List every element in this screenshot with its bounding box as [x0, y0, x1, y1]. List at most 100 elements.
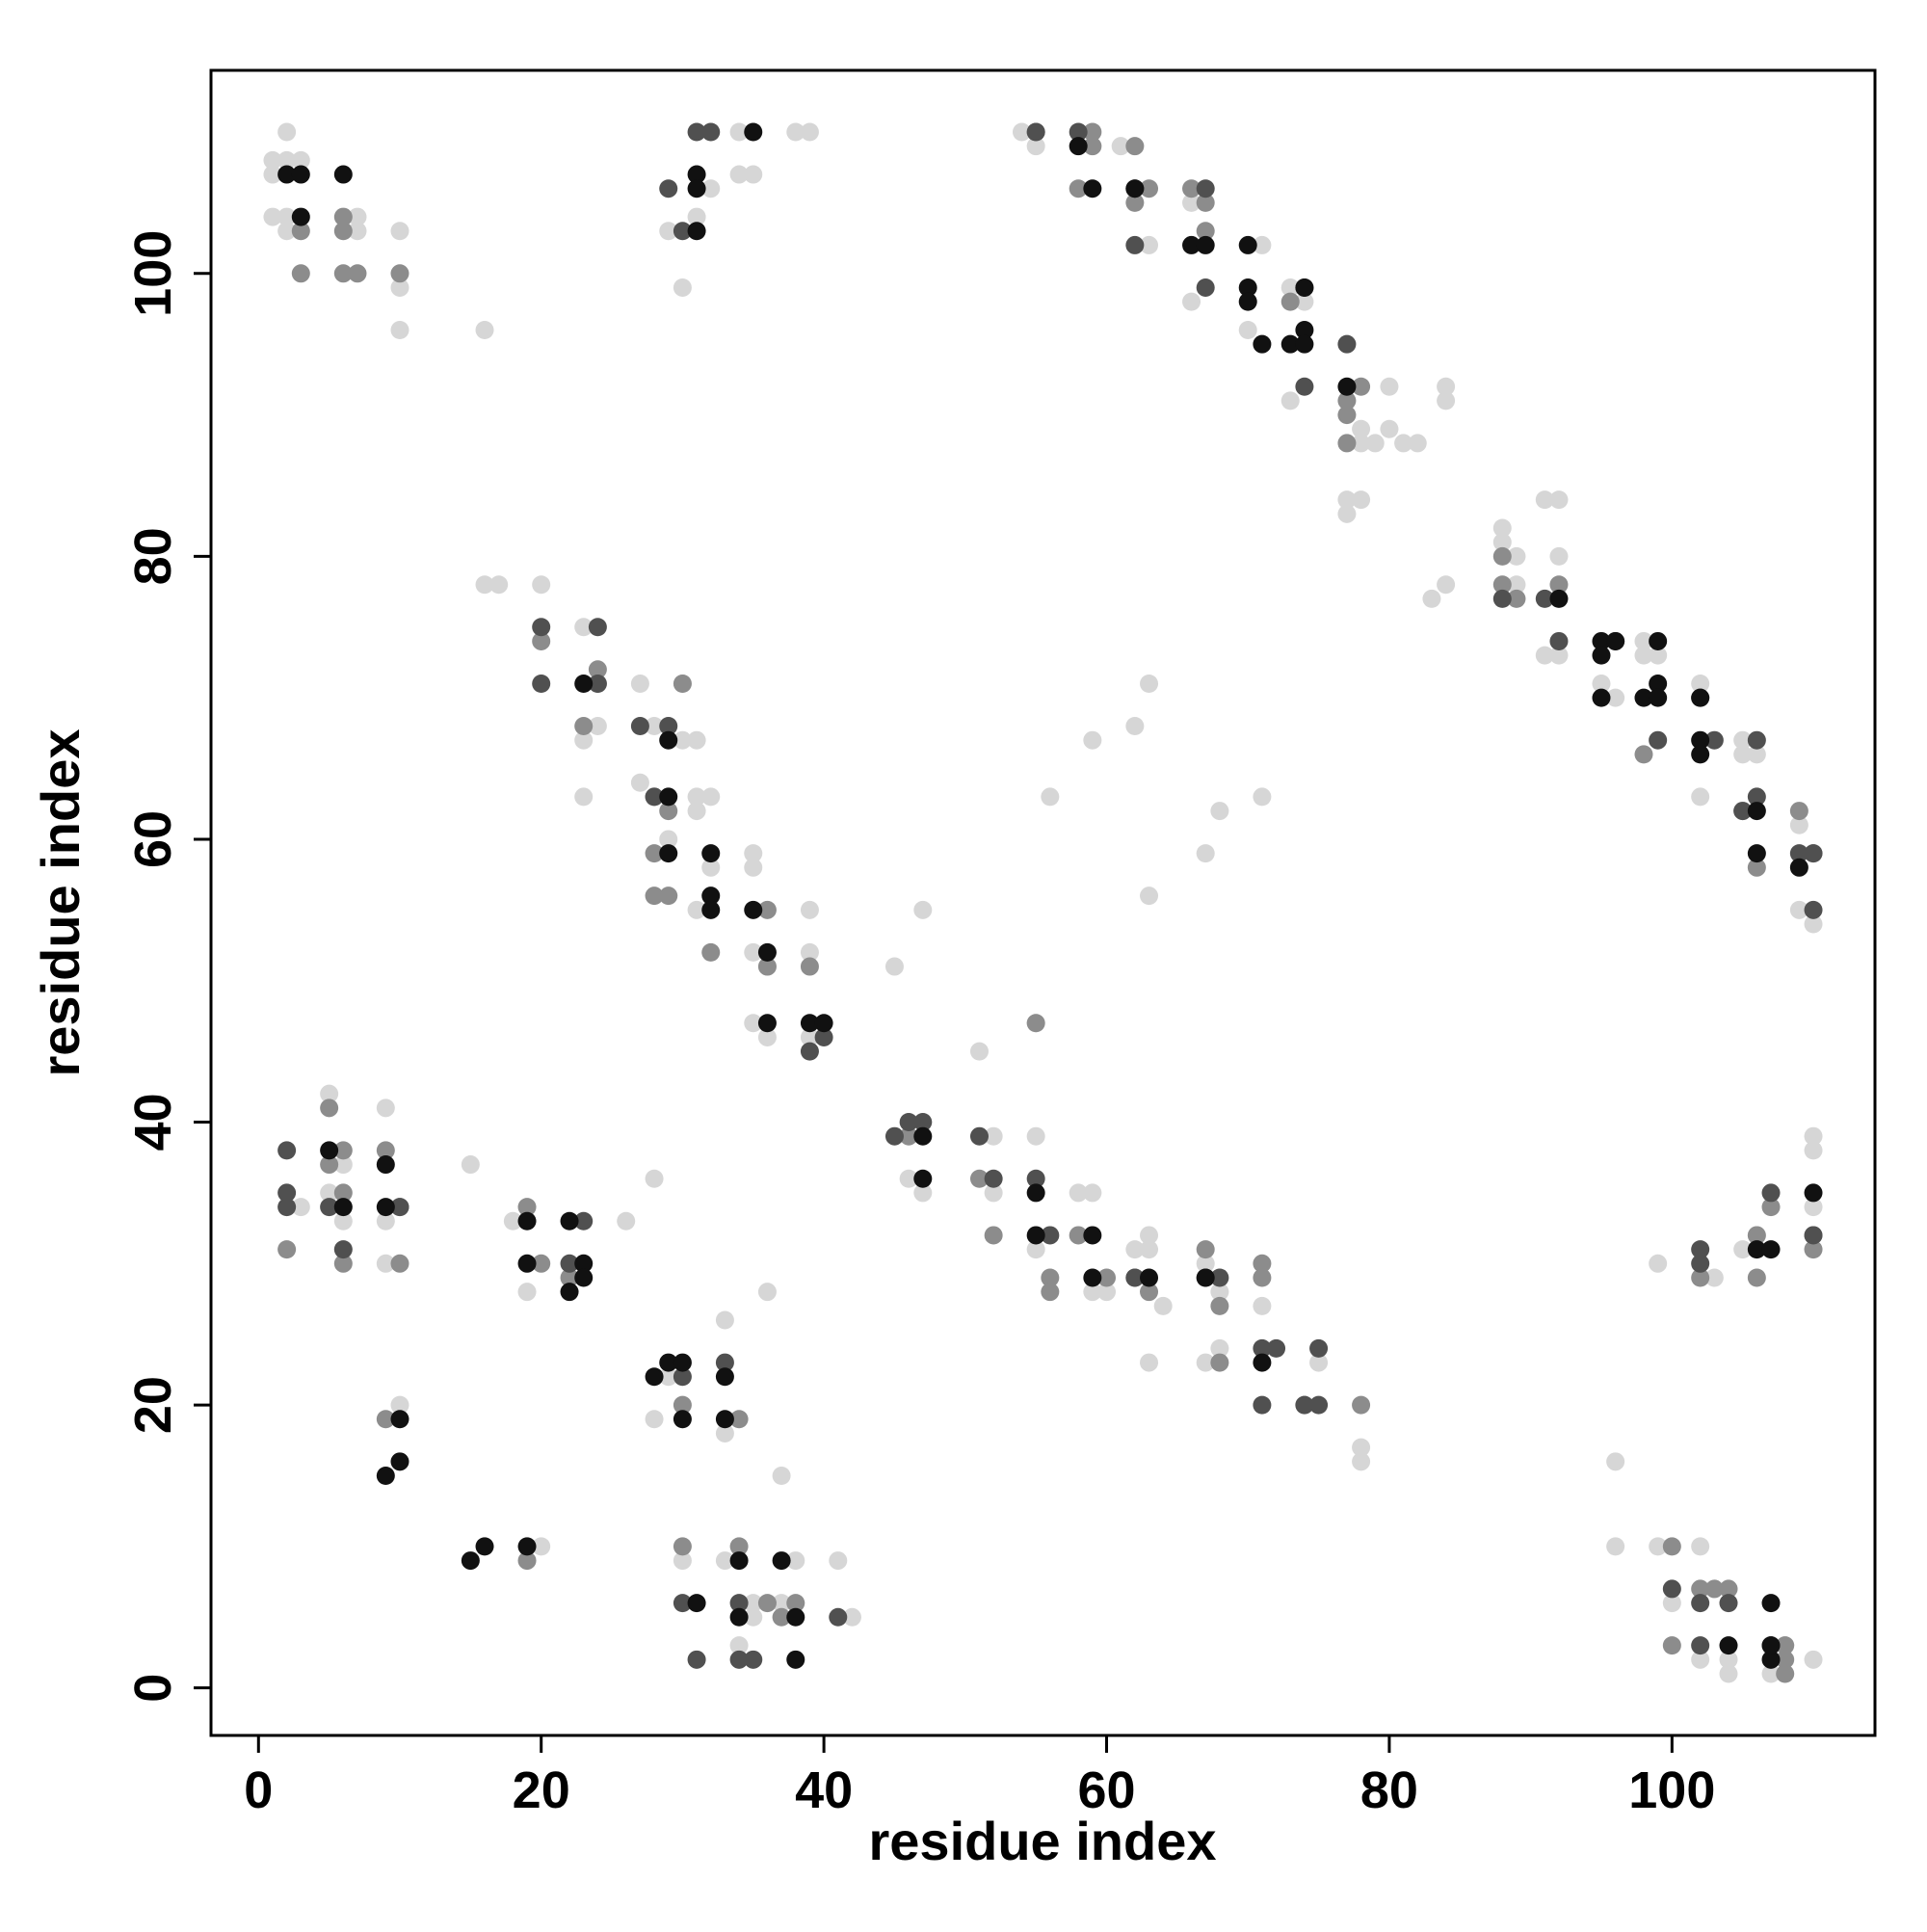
point: [1352, 377, 1371, 396]
point: [744, 858, 763, 877]
point: [1196, 1254, 1215, 1273]
point: [1492, 533, 1512, 552]
point: [1253, 1296, 1272, 1315]
point: [744, 1650, 763, 1669]
point: [1125, 137, 1145, 156]
point: [1422, 589, 1441, 608]
point: [1704, 730, 1724, 750]
point: [574, 674, 594, 693]
point: [687, 787, 706, 807]
point: [729, 1594, 749, 1613]
point: [757, 1594, 777, 1613]
point: [701, 858, 721, 877]
point: [1295, 377, 1314, 396]
point: [1492, 575, 1512, 595]
point: [1789, 802, 1808, 821]
point: [1365, 434, 1385, 453]
point: [1592, 688, 1611, 707]
point: [1041, 1226, 1060, 1245]
point: [1337, 490, 1357, 510]
point: [588, 674, 607, 693]
point: [659, 1367, 678, 1387]
point: [277, 165, 297, 184]
point: [757, 1283, 777, 1302]
point: [277, 207, 297, 226]
point: [574, 717, 594, 736]
point: [786, 122, 805, 142]
point: [1337, 406, 1357, 425]
point: [715, 1423, 734, 1442]
point: [320, 1098, 339, 1118]
x-tick-label: 80: [1360, 1761, 1418, 1819]
point: [503, 1211, 522, 1231]
point: [1069, 179, 1088, 198]
point: [1140, 1353, 1159, 1372]
point: [1140, 235, 1159, 254]
point: [1041, 1283, 1060, 1302]
point: [1507, 546, 1526, 566]
point: [560, 1283, 579, 1302]
point: [1719, 1664, 1738, 1683]
point: [1606, 1452, 1625, 1471]
point: [1196, 235, 1215, 254]
point: [348, 264, 367, 283]
point: [1761, 1636, 1781, 1655]
point: [757, 957, 777, 976]
point: [475, 321, 494, 340]
point: [645, 1367, 664, 1387]
point: [1691, 1579, 1710, 1599]
point: [800, 1042, 819, 1061]
point: [1210, 1296, 1229, 1315]
point: [984, 1226, 1003, 1245]
point: [1182, 179, 1201, 198]
point: [517, 1551, 537, 1571]
point: [1083, 1183, 1102, 1203]
point: [1776, 1636, 1795, 1655]
point: [1083, 179, 1102, 198]
point: [1210, 1283, 1229, 1302]
point: [1691, 688, 1710, 707]
point: [659, 222, 678, 241]
point: [1789, 900, 1808, 919]
point: [517, 1283, 537, 1302]
point: [1309, 1395, 1329, 1415]
point: [1140, 179, 1159, 198]
point: [645, 887, 664, 906]
point: [729, 1607, 749, 1627]
point: [1280, 334, 1300, 354]
point: [1380, 419, 1399, 438]
point: [913, 1169, 933, 1188]
point: [687, 730, 706, 750]
point: [1747, 802, 1766, 821]
point: [744, 900, 763, 919]
point: [376, 1410, 395, 1429]
point: [1352, 1395, 1371, 1415]
point: [1691, 1594, 1710, 1613]
point: [1196, 222, 1215, 241]
point: [1069, 1183, 1088, 1203]
point: [532, 1254, 551, 1273]
point: [687, 1594, 706, 1613]
point: [913, 1183, 933, 1203]
point: [376, 1155, 395, 1175]
point: [517, 1254, 537, 1273]
point: [517, 1537, 537, 1556]
point: [687, 122, 706, 142]
point: [1492, 589, 1512, 608]
point: [984, 1169, 1003, 1188]
point: [1761, 1183, 1781, 1203]
point: [291, 264, 310, 283]
point: [744, 122, 763, 142]
point: [517, 1198, 537, 1217]
point: [1210, 1338, 1229, 1358]
point: [1026, 137, 1045, 156]
point: [687, 802, 706, 821]
point: [800, 942, 819, 962]
point: [1747, 787, 1766, 807]
y-tick-label: 80: [124, 527, 182, 585]
point: [1253, 1353, 1272, 1372]
y-tick-label: 100: [124, 230, 182, 317]
point: [1733, 1240, 1753, 1259]
